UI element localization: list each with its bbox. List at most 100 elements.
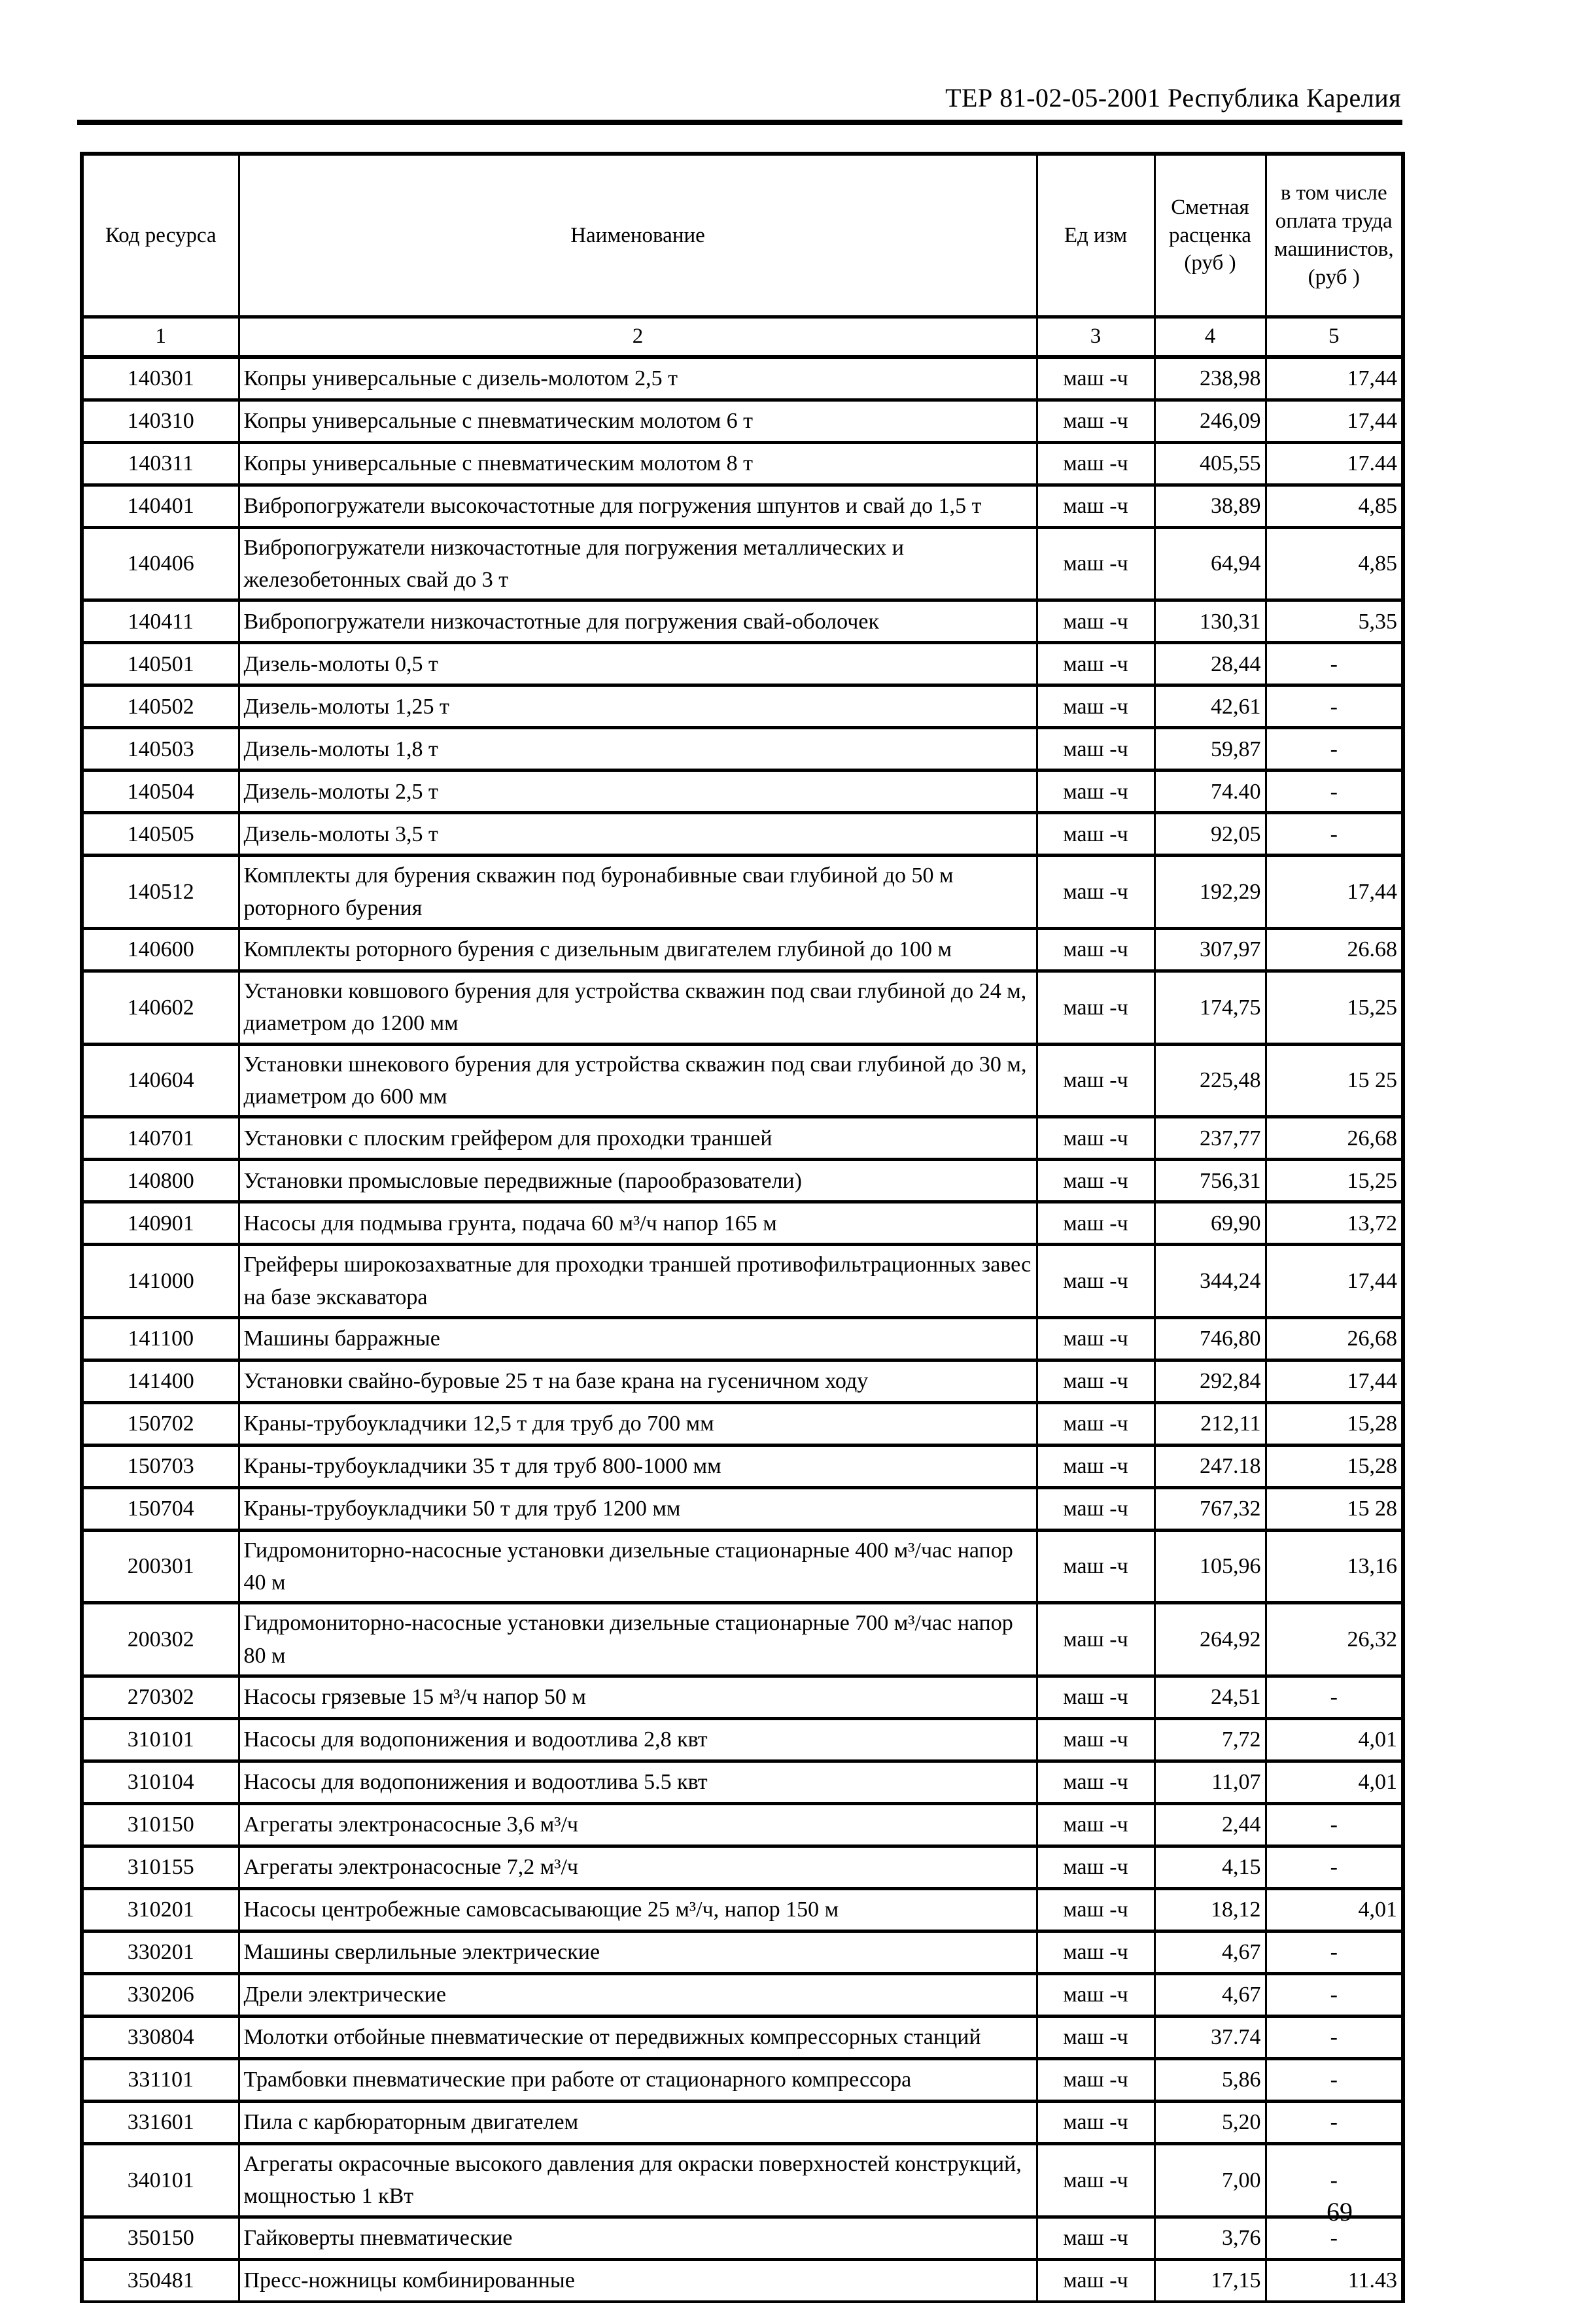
labor-cell: 17,44 (1264, 854, 1404, 931)
unit-cell: маш -ч (1035, 398, 1156, 444)
resource-code-cell: 310150 (80, 1802, 240, 1848)
unit-cell: маш -ч (1035, 598, 1156, 645)
table-row: 140505 Дизель-молоты 3,5 т маш -ч 92,05 … (80, 811, 1404, 857)
labor-cell: 15 28 (1264, 1485, 1404, 1532)
resource-code-cell: 140502 (80, 684, 240, 730)
resource-name-cell: Дизель-молоты 1,8 т (237, 726, 1038, 772)
rate-cell: 37.74 (1153, 2015, 1267, 2060)
table-row: 140503 Дизель-молоты 1,8 т маш -ч 59,87 … (80, 726, 1404, 772)
col-number-1: 1 (80, 315, 240, 359)
resource-name-cell: Дизель-молоты 2,5 т (237, 769, 1038, 815)
resource-code-cell: 330201 (80, 1930, 240, 1975)
rate-cell: 5,20 (1153, 2100, 1267, 2145)
resource-name-cell: Насосы для водопонижения и водоотлива 2,… (237, 1717, 1038, 1763)
resource-name-cell: Насосы грязевые 15 м³/ч напор 50 м (237, 1674, 1038, 1720)
resource-code-cell: 310201 (80, 1887, 240, 1933)
rate-cell: 42,61 (1153, 684, 1267, 730)
unit-cell: маш -ч (1035, 1759, 1156, 1805)
resource-code-cell: 330804 (80, 2015, 240, 2060)
table-row: 141400 Установки свайно-буровые 25 т на … (80, 1358, 1404, 1404)
rate-cell: 59,87 (1153, 726, 1267, 772)
table-row: 150702 Краны-трубоукладчики 12,5 т для т… (80, 1400, 1404, 1447)
resource-code-cell: 140512 (80, 854, 240, 931)
resource-name-cell: Установки ковшового бурения для устройст… (237, 969, 1038, 1046)
table-row: 140701 Установки с плоским грейфером для… (80, 1115, 1404, 1162)
resource-code-cell: 310155 (80, 1844, 240, 1890)
table-row: 140512 Комплекты для бурения скважин под… (80, 854, 1404, 931)
resource-name-cell: Насосы центробежные самовсасывающие 25 м… (237, 1887, 1038, 1933)
resource-code-cell: 331601 (80, 2100, 240, 2145)
unit-cell: маш -ч (1035, 1972, 1156, 2018)
labor-cell: 15,25 (1264, 969, 1404, 1046)
resource-name-cell: Пресс-ножницы комбинированные (237, 2257, 1038, 2303)
resource-code-cell: 330206 (80, 1972, 240, 2018)
labor-cell: - (1264, 811, 1404, 857)
table-row: 140406 Вибропогружатели низкочастотные д… (80, 525, 1404, 602)
table-row: 140310 Копры универсальные с пневматичес… (80, 398, 1404, 444)
labor-cell: 15 25 (1264, 1042, 1404, 1119)
unit-cell: маш -ч (1035, 811, 1156, 857)
table-row: 150703 Краны-трубоукладчики 35 т для тру… (80, 1443, 1404, 1489)
unit-cell: маш -ч (1035, 1200, 1156, 1247)
col-number-5: 5 (1264, 315, 1404, 359)
rate-cell: 64,94 (1153, 525, 1267, 602)
resource-name-cell: Краны-трубоукладчики 50 т для труб 1200 … (237, 1485, 1038, 1532)
table-row: 140401 Вибропогружатели высокочастотные … (80, 483, 1404, 529)
resource-name-cell: Дизель-молоты 1,25 т (237, 684, 1038, 730)
rate-cell: 3,76 (1153, 2215, 1267, 2261)
resource-code-cell: 140505 (80, 811, 240, 857)
unit-cell: маш -ч (1035, 2300, 1156, 2303)
resource-name-cell: Краны-трубоукладчики 35 т для труб 800-1… (237, 1443, 1038, 1489)
unit-cell: маш -ч (1035, 2257, 1156, 2303)
resource-code-cell: 141100 (80, 1315, 240, 1362)
rate-cell: 7,72 (1153, 1717, 1267, 1763)
labor-cell: 11.43 (1264, 2257, 1404, 2303)
rate-cell: 247.18 (1153, 1443, 1267, 1489)
rate-cell: 2,44 (1153, 1802, 1267, 1848)
labor-cell: 4,85 (1264, 483, 1404, 529)
resource-name-cell: Дизель-молоты 3,5 т (237, 811, 1038, 857)
unit-cell: маш -ч (1035, 440, 1156, 487)
labor-cell: 13,16 (1264, 1528, 1404, 1605)
table-row: 310155 Агрегаты электронасосные 7,2 м³/ч… (80, 1844, 1404, 1890)
labor-cell: - (1264, 2215, 1404, 2261)
table-body: 1 2 3 4 5 140301 Копры универсальные с д… (80, 315, 1404, 2303)
labor-cell: - (1264, 2142, 1404, 2219)
table-row: 310101 Насосы для водопонижения и водоот… (80, 1717, 1404, 1763)
labor-cell: 4,01 (1264, 1759, 1404, 1805)
labor-cell: - (1264, 2057, 1404, 2103)
resource-code-cell: 140501 (80, 641, 240, 687)
resource-code-cell: 150703 (80, 1443, 240, 1489)
resource-code-cell: 140310 (80, 398, 240, 444)
resource-code-cell: 141000 (80, 1243, 240, 1319)
unit-cell: маш -ч (1035, 1115, 1156, 1162)
resource-name-cell: Установки свайно-буровые 25 т на базе кр… (237, 1358, 1038, 1404)
resource-name-cell: Пила с карбюраторным двигателем (237, 2100, 1038, 2145)
document-title: ТЕР 81-02-05-2001 Республика Карелия (945, 83, 1401, 113)
resource-name-cell: Дрели электрические (237, 1972, 1038, 2018)
table-row: 330804 Молотки отбойные пневматические о… (80, 2015, 1404, 2060)
unit-cell: маш -ч (1035, 969, 1156, 1046)
resource-code-cell: 340101 (80, 2142, 240, 2219)
col-header-labor: в том числе оплата труда машинистов, (ру… (1264, 152, 1404, 319)
unit-cell: маш -ч (1035, 355, 1156, 402)
rate-cell: 292,84 (1153, 1358, 1267, 1404)
table-row: 350481 Пресс-ножницы комбинированные маш… (80, 2257, 1404, 2303)
table-header-row: Код ресурса Наименование Ед изм Сметная … (80, 152, 1404, 319)
resource-code-cell: 140602 (80, 969, 240, 1046)
table-row: 140800 Установки промысловые передвижные… (80, 1158, 1404, 1204)
table-row: 350150 Гайковерты пневматические маш -ч … (80, 2215, 1404, 2261)
resource-name-cell: Агрегаты электронасосные 3,6 м³/ч (237, 1802, 1038, 1848)
unit-cell: маш -ч (1035, 1802, 1156, 1848)
rate-cell: 307,97 (1153, 927, 1267, 973)
table-row: 340101 Агрегаты окрасочные высокого давл… (80, 2142, 1404, 2219)
labor-cell: 17,44 (1264, 355, 1404, 402)
labor-cell: - (1264, 2100, 1404, 2145)
unit-cell: маш -ч (1035, 2100, 1156, 2145)
col-header-unit: Ед изм (1035, 152, 1156, 319)
table-row: 351361 Насосы гидравлические ручные маш … (80, 2300, 1404, 2303)
header-rule (77, 120, 1402, 125)
rate-cell: 105,96 (1153, 1528, 1267, 1605)
labor-cell: 26,68 (1264, 1315, 1404, 1362)
